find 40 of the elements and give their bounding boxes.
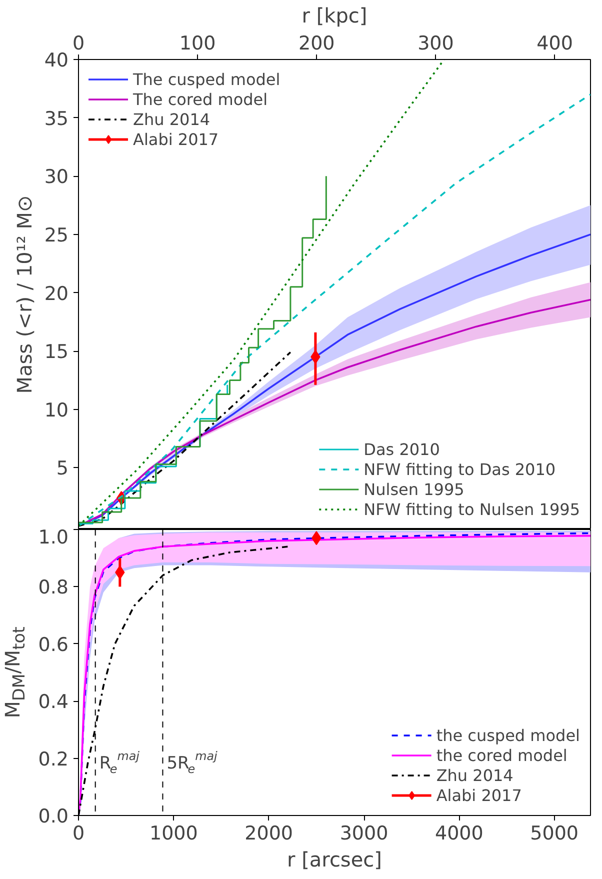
legend-label: The cusped model (133, 70, 280, 88)
x-tick-label: 3000 (340, 822, 388, 844)
x-tick-label: 100 (179, 32, 216, 54)
x-axis-title: r [arcsec] (287, 848, 382, 872)
legend-label: Alabi 2017 (133, 130, 219, 148)
x-tick-label: 0 (72, 32, 85, 54)
legend-label: Das 2010 (364, 440, 440, 458)
y-tick-label: 0.2 (38, 748, 68, 770)
y-tick-label: 25 (44, 224, 69, 246)
legend-label: The cored model (133, 90, 268, 108)
y-tick-label: 30 (44, 166, 69, 188)
y-tick-label: 10 (44, 399, 69, 422)
x-tick-label: 4000 (434, 822, 484, 844)
y-tick-label: 5 (56, 458, 69, 480)
legend-label: NFW fitting to Das 2010 (364, 460, 556, 478)
x-axis-title: r [kpc] (302, 4, 368, 28)
y-tick-label: 0.6 (38, 634, 68, 656)
x-tick-label: 2000 (244, 822, 294, 844)
legend-label: Nulsen 1995 (364, 480, 464, 498)
x-tick-label: 1000 (149, 822, 198, 844)
y-tick-label: 1.0 (38, 526, 68, 548)
y-tick-label: 15 (44, 341, 69, 364)
legend-label: Zhu 2014 (436, 766, 514, 784)
y-tick-label: 20 (44, 282, 69, 305)
x-tick-label: 5000 (530, 822, 579, 844)
legend-label: the cusped model (436, 726, 580, 744)
y-axis-title: Mass (<r) / 10¹² M⊙ (12, 195, 36, 394)
x-tick-label: 300 (418, 32, 454, 54)
y-tick-label: 0.4 (38, 691, 68, 714)
legend-label: NFW fitting to Nulsen 1995 (364, 500, 580, 518)
legend-label: the cored model (436, 746, 568, 764)
legend-label: Alabi 2017 (436, 786, 522, 804)
y-tick-label: 40 (44, 50, 69, 72)
x-tick-label: 400 (536, 32, 573, 54)
x-tick-label: 0 (72, 822, 85, 844)
y-tick-label: 0.0 (38, 806, 68, 828)
x-tick-label: 200 (298, 32, 335, 54)
y-tick-label: 35 (44, 108, 69, 130)
y-tick-label: 0.8 (38, 576, 68, 599)
legend-label: Zhu 2014 (133, 110, 210, 128)
